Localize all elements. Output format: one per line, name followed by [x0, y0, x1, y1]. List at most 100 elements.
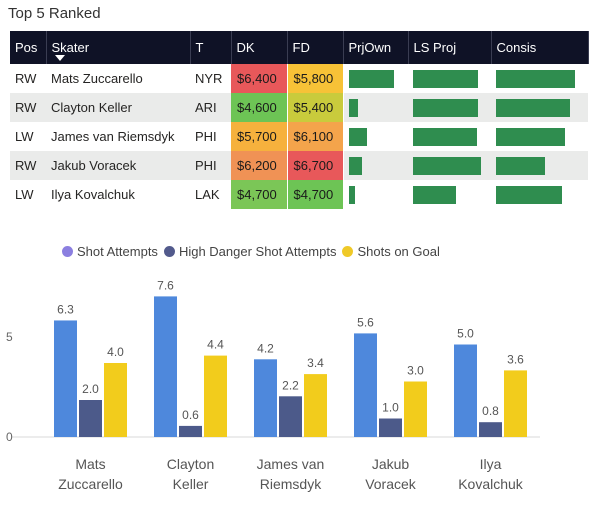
lsproj-bar [413, 127, 477, 146]
bar-shot-attempts[interactable] [54, 320, 77, 437]
table-row[interactable]: RW Mats Zuccarello NYR $6,400 $5,800 [10, 64, 588, 93]
cell-team: NYR [195, 71, 223, 86]
cell-team: PHI [190, 151, 231, 180]
cell-pos: LW [15, 187, 34, 202]
consis-bar [496, 156, 546, 175]
y-tick-label: 5 [6, 330, 13, 344]
cell-pos: RW [10, 151, 46, 180]
lsproj-bar [413, 185, 457, 204]
data-label: 0.8 [482, 404, 499, 418]
prjown-bar [348, 127, 367, 146]
prjown-bar [348, 98, 358, 117]
legend-label: Shots on Goal [357, 244, 440, 259]
bar-shots-on-goal[interactable] [104, 363, 127, 437]
cell-fd-salary: $5,800 [287, 64, 344, 93]
x-tick-label: Ilya [480, 456, 502, 472]
col-header-consis[interactable]: Consis [491, 31, 589, 64]
bar-shot-attempts[interactable] [254, 359, 277, 437]
lsproj-bar [413, 69, 478, 88]
cell-pos: RW [15, 71, 37, 86]
x-tick-label: Zuccarello [58, 476, 123, 492]
cell-prjown [343, 93, 408, 122]
legend-dot-icon [62, 246, 73, 257]
x-tick-label: Clayton [167, 456, 214, 472]
table-title: Top 5 Ranked [8, 5, 101, 22]
x-tick-label: Mats [75, 456, 105, 472]
consis-bar [496, 69, 575, 88]
x-tick-label: Riemsdyk [260, 476, 322, 492]
cell-lsproj [408, 122, 491, 151]
col-header-skater[interactable]: Skater [46, 31, 191, 64]
y-tick-label: 0 [6, 430, 13, 444]
bar-high-danger[interactable] [379, 418, 402, 438]
data-label: 4.4 [207, 338, 224, 352]
cell-consis [491, 122, 588, 151]
col-header-dk[interactable]: DK [231, 31, 288, 64]
bar-shots-on-goal[interactable] [504, 370, 527, 437]
bar-shots-on-goal[interactable] [204, 355, 227, 437]
table-row[interactable]: RW Clayton Keller ARI $4,600 $5,400 [10, 93, 588, 122]
col-header-fd[interactable]: FD [287, 31, 344, 64]
data-label: 1.0 [382, 401, 399, 415]
bar-shots-on-goal[interactable] [404, 381, 427, 438]
data-label: 4.2 [257, 341, 274, 355]
col-header-lsproj[interactable]: LS Proj [408, 31, 492, 64]
chart-legend: Shot Attempts High Danger Shot Attempts … [62, 244, 446, 259]
cell-lsproj [408, 151, 491, 180]
cell-prjown [343, 151, 408, 180]
bar-high-danger[interactable] [79, 400, 102, 437]
cell-consis [491, 151, 588, 180]
shots-bar-chart: 5 0 6.3 2.0 4.0 7.6 0.6 4.4 4.2 2.2 3.4 5.6 1.0 3.0… [6, 278, 540, 492]
data-label: 7.6 [157, 278, 174, 292]
consis-bar [496, 98, 570, 117]
cell-consis [491, 64, 588, 93]
legend-dot-icon [163, 246, 175, 257]
bar-shots-on-goal[interactable] [304, 374, 327, 437]
data-label: 3.6 [507, 352, 524, 366]
lsproj-bar [413, 98, 478, 117]
bar-shot-attempts[interactable] [454, 344, 477, 438]
cell-lsproj [408, 180, 491, 209]
col-header-team[interactable]: T [190, 31, 232, 64]
cell-pos: LW [15, 129, 34, 144]
x-tick-label: Jakub [372, 456, 410, 472]
prjown-bar [348, 69, 395, 88]
bar-high-danger[interactable] [279, 396, 302, 437]
cell-prjown [343, 180, 408, 209]
table-header-row: Pos Skater T DK FD PrjOwn LS Proj Consis [10, 31, 589, 64]
legend-item-high-danger[interactable]: High Danger Shot Attempts [163, 244, 336, 259]
prjown-bar [348, 185, 356, 204]
table-row[interactable]: RW Jakub Voracek PHI $6,200 $6,700 [10, 151, 588, 180]
cell-dk-salary: $4,600 [231, 93, 288, 122]
col-header-pos[interactable]: Pos [10, 31, 47, 64]
table-row[interactable]: LW Ilya Kovalchuk LAK $4,700 $4,700 [10, 180, 588, 209]
cell-fd-salary: $6,100 [287, 122, 344, 151]
data-label: 6.3 [57, 302, 74, 316]
cell-lsproj [408, 93, 491, 122]
data-label: 5.6 [357, 315, 374, 329]
cell-dk-salary: $6,200 [231, 151, 288, 180]
bar-shot-attempts[interactable] [154, 296, 177, 437]
bar-high-danger[interactable] [479, 422, 502, 437]
bar-high-danger[interactable] [179, 425, 202, 437]
prjown-bar [348, 156, 362, 175]
x-tick-label: Keller [173, 476, 209, 492]
data-label: 2.0 [82, 382, 99, 396]
cell-fd-salary: $5,400 [287, 93, 344, 122]
col-header-prjown[interactable]: PrjOwn [343, 31, 409, 64]
cell-team: ARI [190, 93, 231, 122]
cell-consis [491, 93, 588, 122]
bar-shot-attempts[interactable] [354, 333, 377, 437]
legend-item-shots-on-goal[interactable]: Shots on Goal [342, 244, 440, 259]
table-row[interactable]: LW James van Riemsdyk PHI $5,700 $6,100 [10, 122, 588, 151]
cell-skater: Mats Zuccarello [51, 71, 143, 86]
legend-item-shot-attempts[interactable]: Shot Attempts [62, 244, 158, 259]
data-label: 4.0 [107, 345, 124, 359]
sort-descending-icon[interactable] [54, 55, 65, 61]
cell-fd-salary: $6,700 [287, 151, 344, 180]
cell-skater: Clayton Keller [46, 93, 190, 122]
x-tick-label: Kovalchuk [458, 476, 524, 492]
cell-dk-salary: $6,400 [231, 64, 288, 93]
cell-fd-salary: $4,700 [287, 180, 344, 209]
consis-bar [496, 185, 563, 204]
